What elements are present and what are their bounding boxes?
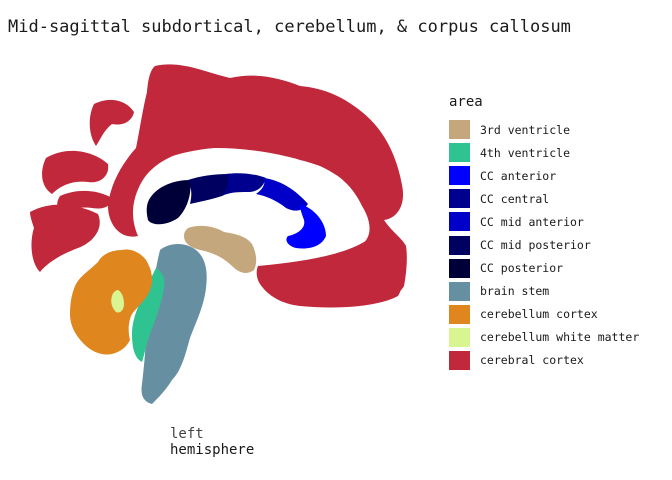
legend-item-cc-posterior[interactable]: CC posterior — [449, 257, 639, 280]
legend-swatch-cerebellum-white-matter — [449, 327, 470, 347]
hemisphere-label: left hemisphere — [170, 426, 254, 458]
legend-label-cerebral-cortex: cerebral cortex — [480, 353, 584, 368]
hemisphere-label-line1: left — [170, 426, 204, 442]
legend-label-cc-mid-posterior: CC mid posterior — [480, 238, 591, 253]
legend-title: area — [449, 94, 483, 110]
legend-swatch-cc-central — [449, 189, 470, 209]
legend-item-4th-ventricle[interactable]: 4th ventricle — [449, 141, 639, 164]
cerebellum-cortex-region[interactable] — [70, 249, 153, 355]
legend-item-brain-stem[interactable]: brain stem — [449, 280, 639, 303]
legend-swatch-brain-stem — [449, 281, 470, 301]
legend-swatch-3rd-ventricle — [449, 120, 470, 140]
legend-swatch-cc-posterior — [449, 258, 470, 278]
hemisphere-label-line2: hemisphere — [170, 442, 255, 458]
cc-mid-posterior-region[interactable] — [188, 174, 230, 204]
cc-posterior-region[interactable] — [146, 180, 191, 225]
legend-label-cc-anterior: CC anterior — [480, 168, 557, 183]
legend-item-cc-mid-posterior[interactable]: CC mid posterior — [449, 233, 639, 256]
legend-item-cerebral-cortex[interactable]: cerebral cortex — [449, 349, 639, 372]
legend-item-cc-mid-anterior[interactable]: CC mid anterior — [449, 210, 639, 233]
legend-label-cc-posterior: CC posterior — [480, 261, 564, 276]
legend-item-cc-central[interactable]: CC central — [449, 187, 639, 210]
legend-swatch-4th-ventricle — [449, 143, 470, 163]
legend-item-cerebellum-white-matter[interactable]: cerebellum white matter — [449, 326, 639, 349]
cc-central-region[interactable] — [222, 173, 266, 196]
legend-label-cerebellum-cortex: cerebellum cortex — [480, 307, 598, 322]
cerebellum-white-matter-region[interactable] — [111, 290, 124, 313]
3rd-ventricle-region[interactable] — [184, 225, 257, 273]
legend-item-cerebellum-cortex[interactable]: cerebellum cortex — [449, 303, 639, 326]
legend-label-4th-ventricle: 4th ventricle — [480, 145, 571, 160]
legend-item-cc-anterior[interactable]: CC anterior — [449, 164, 639, 187]
legend-label-cc-central: CC central — [480, 191, 550, 206]
legend-label-cc-mid-anterior: CC mid anterior — [480, 214, 584, 229]
chart-title: Mid-sagittal subdortical, cerebellum, & … — [8, 17, 571, 37]
legend-item-3rd-ventricle[interactable]: 3rd ventricle — [449, 118, 639, 141]
legend: area 3rd ventricle 4th ventricle CC anteri… — [449, 94, 639, 372]
legend-label-cerebellum-white-matter: cerebellum white matter — [480, 330, 640, 345]
legend-swatch-cc-mid-posterior — [449, 235, 470, 255]
cc-anterior-region[interactable] — [286, 204, 326, 249]
legend-swatch-cc-mid-anterior — [449, 212, 470, 232]
4th-ventricle-region[interactable] — [132, 268, 165, 362]
cc-mid-anterior-region[interactable] — [256, 178, 308, 211]
cerebral-cortex-region[interactable] — [30, 64, 407, 308]
legend-swatch-cerebral-cortex — [449, 350, 470, 370]
legend-label-brain-stem: brain stem — [480, 284, 550, 299]
legend-label-3rd-ventricle: 3rd ventricle — [480, 122, 571, 137]
legend-swatch-cerebellum-cortex — [449, 304, 470, 324]
legend-swatch-cc-anterior — [449, 166, 470, 186]
